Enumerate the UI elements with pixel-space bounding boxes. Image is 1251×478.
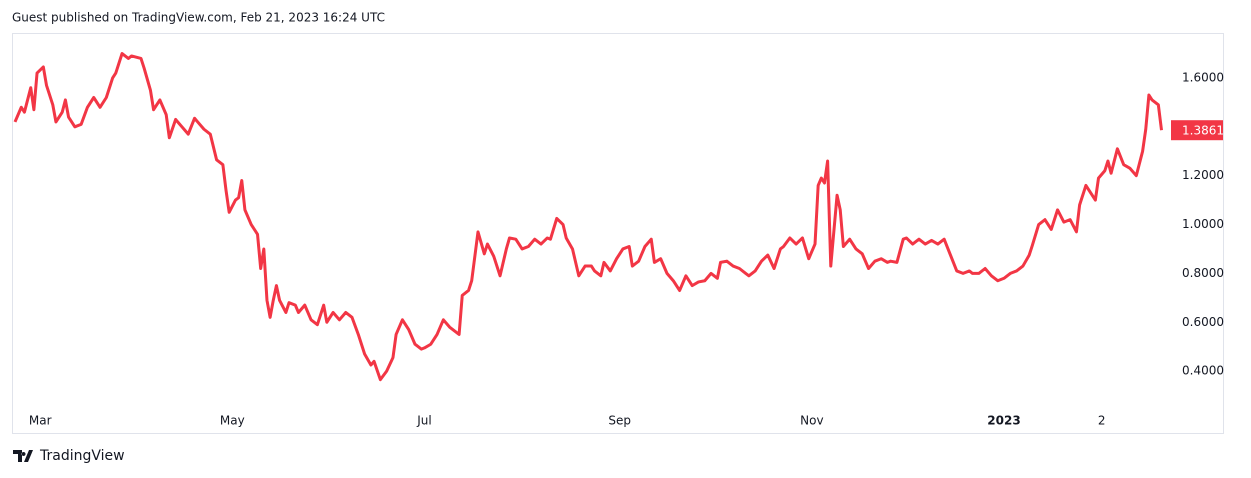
header-text: Guest published on TradingView.com, Feb … <box>12 11 385 25</box>
price-badge <box>1171 120 1223 141</box>
chart-frame <box>12 33 1224 434</box>
y-tick-label: 0.4000 <box>1182 364 1224 378</box>
x-tick-label: Sep <box>608 414 631 428</box>
y-tick-label: 0.8000 <box>1182 266 1224 280</box>
price-line <box>13 52 1163 382</box>
y-tick-label: 1.6000 <box>1182 70 1224 84</box>
x-tick-label: Mar <box>29 414 52 428</box>
y-tick-label: 0.6000 <box>1182 315 1224 329</box>
logo <box>13 450 33 462</box>
x-tick-label: Jul <box>416 414 431 428</box>
price-badge-label: 1.3861 <box>1182 124 1224 138</box>
x-tick-label: May <box>220 414 245 428</box>
x-tick-label: 2023 <box>987 414 1020 428</box>
brand: TradingView <box>39 448 125 464</box>
x-tick-label: Nov <box>800 414 823 428</box>
x-tick-label: 2 <box>1098 414 1106 428</box>
y-tick-label: 1.2000 <box>1182 168 1224 182</box>
y-tick-label: 1.0000 <box>1182 217 1224 231</box>
